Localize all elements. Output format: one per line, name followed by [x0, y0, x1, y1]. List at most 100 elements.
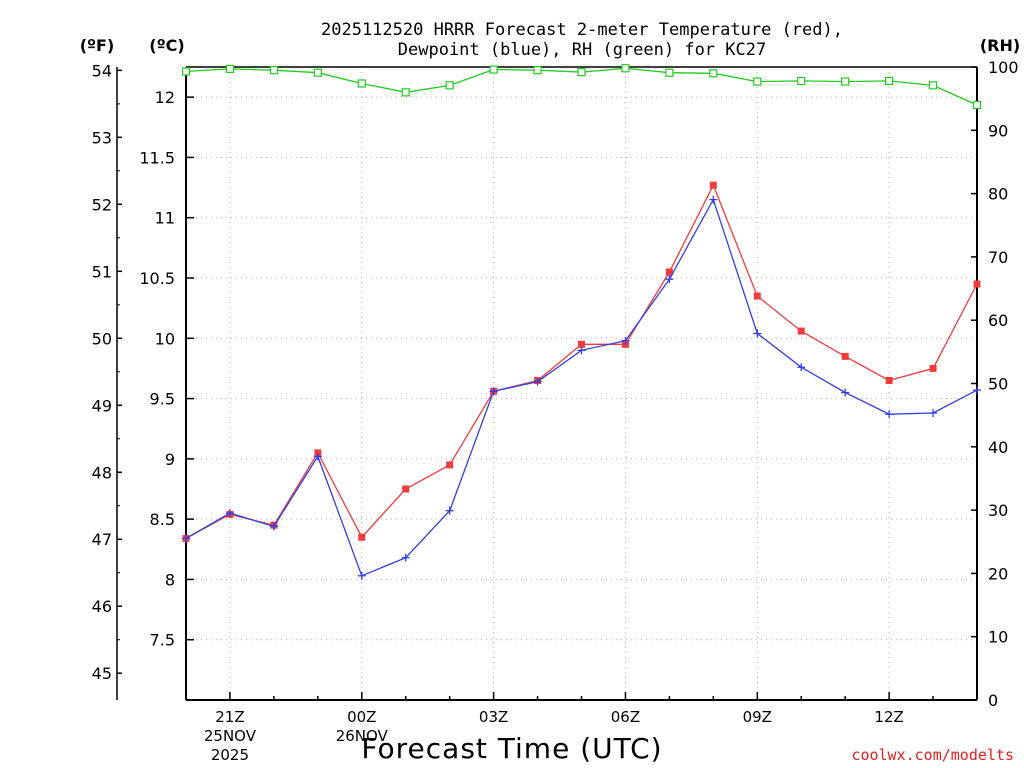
celsius-axis: 7.5 8 8.5 9 9.5 10 10.5 11 11.5 12	[139, 88, 194, 650]
rh-point	[621, 64, 630, 73]
time-tick-label: 2025	[211, 746, 249, 764]
time-tick-label: 25NOV	[204, 727, 257, 745]
dewpoint-point	[269, 522, 278, 531]
temperature-point	[973, 280, 981, 288]
time-tick-label: 03Z	[479, 708, 508, 726]
temperature-point	[841, 352, 849, 360]
dewpoint-point	[885, 410, 894, 419]
rh-point	[489, 65, 498, 74]
rh-tick-label: 10	[988, 628, 1008, 647]
dewpoint-point	[577, 346, 586, 355]
celsius-tick-label: 11.5	[139, 148, 175, 167]
temperature-point	[665, 268, 673, 276]
temperature-point	[929, 364, 937, 372]
rh-tick-label: 40	[988, 438, 1008, 457]
dewpoint-point	[753, 329, 762, 338]
time-tick-label: 21Z	[215, 708, 244, 726]
temperature-point	[358, 533, 366, 541]
time-tick-label: 00Z	[347, 708, 376, 726]
rh-tick-label: 0	[988, 691, 998, 710]
temperature-point	[885, 376, 893, 384]
celsius-tick-label: 8	[165, 570, 175, 589]
rh-tick-label: 100	[988, 58, 1019, 77]
fahrenheit-tick-label: 51	[92, 262, 112, 281]
dewpoint-point	[621, 336, 630, 345]
time-tick-label: 06Z	[611, 708, 640, 726]
dewpoint-point	[665, 275, 674, 284]
fahrenheit-axis: 45 46 47 48 49 50 51 52 53 54	[92, 61, 122, 700]
fahrenheit-tick-label: 48	[92, 463, 112, 482]
credit-text: coolwx.com/modelts	[851, 746, 1014, 764]
temperature-point	[578, 340, 585, 348]
temperature-point	[797, 327, 805, 335]
rh-axis: 0 10 20 30 40 50 60 70 80 90 100	[971, 58, 1019, 710]
rh-point	[841, 77, 850, 86]
rh-point	[665, 68, 674, 77]
rh-tick-label: 90	[988, 121, 1008, 140]
time-tick-label: 26NOV	[336, 727, 389, 745]
temperature-point	[753, 292, 761, 300]
celsius-tick-label: 9	[165, 450, 175, 469]
rh-point	[181, 67, 191, 76]
rh-point	[928, 81, 938, 90]
temperature-series	[182, 181, 981, 542]
rh-point	[357, 79, 366, 88]
rh-point	[577, 67, 586, 77]
temperature-point	[402, 485, 410, 493]
dewpoint-series	[182, 195, 981, 580]
rh-tick-label: 50	[988, 375, 1008, 394]
dewpoint-point	[797, 363, 806, 372]
dewpoint-point	[533, 377, 542, 386]
dewpoint-point	[357, 571, 366, 580]
fahrenheit-tick-label: 45	[92, 664, 112, 683]
chart-title-line-1: 2025112520 HRRR Forecast 2-meter Tempera…	[321, 20, 843, 40]
celsius-tick-label: 12	[155, 88, 175, 107]
celsius-tick-label: 7.5	[150, 631, 175, 650]
dewpoint-point	[489, 387, 498, 396]
chart-title-line-2: Dewpoint (blue), RH (green) for KC27	[398, 40, 766, 60]
rh-point	[797, 76, 806, 86]
celsius-tick-label: 8.5	[150, 510, 175, 529]
celsius-tick-label: 10	[155, 329, 175, 348]
rh-point	[533, 66, 542, 75]
plot-frame	[185, 66, 978, 701]
dewpoint-point	[182, 534, 190, 543]
dewpoint-point	[445, 506, 454, 515]
dewpoint-point	[313, 452, 322, 461]
rh-point	[445, 81, 454, 90]
x-axis-label: Forecast Time (UTC)	[361, 732, 662, 765]
rh-point	[401, 88, 410, 97]
rh-point	[313, 68, 322, 77]
rh-tick-label: 60	[988, 311, 1008, 330]
fahrenheit-tick-label: 54	[92, 61, 112, 80]
dewpoint-point	[973, 386, 981, 395]
rh-tick-label: 80	[988, 185, 1008, 204]
data-series	[181, 64, 982, 580]
gridlines	[186, 67, 977, 700]
rh-axis-label: (RH)	[980, 36, 1020, 55]
celsius-tick-label: 11	[155, 209, 175, 228]
time-tick-label: 12Z	[874, 708, 903, 726]
fahrenheit-tick-label: 52	[92, 195, 112, 214]
fahrenheit-axis-label: (ºF)	[80, 36, 115, 55]
rh-point	[225, 64, 235, 73]
dewpoint-point	[225, 509, 234, 518]
celsius-axis-label: (ºC)	[149, 36, 184, 55]
time-tick-label: 09Z	[743, 708, 772, 726]
temperature-point	[446, 461, 454, 469]
celsius-tick-label: 10.5	[139, 269, 175, 288]
rh-tick-label: 30	[988, 501, 1008, 520]
fahrenheit-tick-label: 49	[92, 396, 112, 415]
dewpoint-point	[709, 195, 718, 204]
rh-point	[753, 77, 762, 86]
celsius-tick-label: 9.5	[150, 390, 175, 409]
dewpoint-point	[841, 388, 850, 397]
fahrenheit-tick-label: 47	[92, 530, 112, 549]
rh-point	[709, 69, 718, 78]
fahrenheit-tick-label: 50	[92, 329, 112, 348]
rh-point	[269, 66, 278, 75]
fahrenheit-tick-label: 53	[92, 128, 112, 147]
rh-tick-label: 70	[988, 248, 1008, 267]
dewpoint-point	[929, 409, 938, 418]
